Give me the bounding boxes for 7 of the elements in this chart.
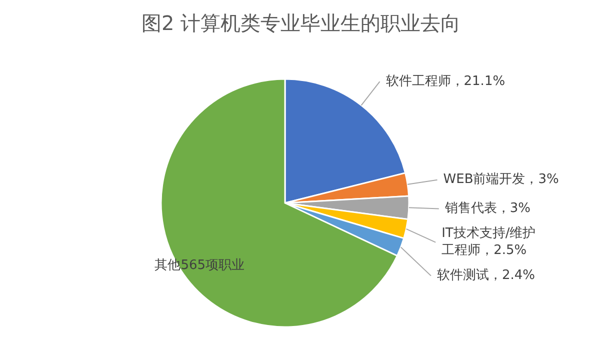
chart-title: 图2 计算机类专业毕业生的职业去向	[141, 11, 461, 35]
slice-label: 其他565项职业	[154, 258, 245, 273]
slice-label: WEB前端开发，3%	[443, 171, 560, 188]
slice-label: 软件测试，2.4%	[437, 267, 536, 284]
slice-label: IT技术支持/维护工程师，2.5%	[442, 225, 537, 260]
slice-label: 销售代表，3%	[444, 200, 532, 218]
slice-label: 软件工程师，21.1%	[386, 73, 506, 90]
